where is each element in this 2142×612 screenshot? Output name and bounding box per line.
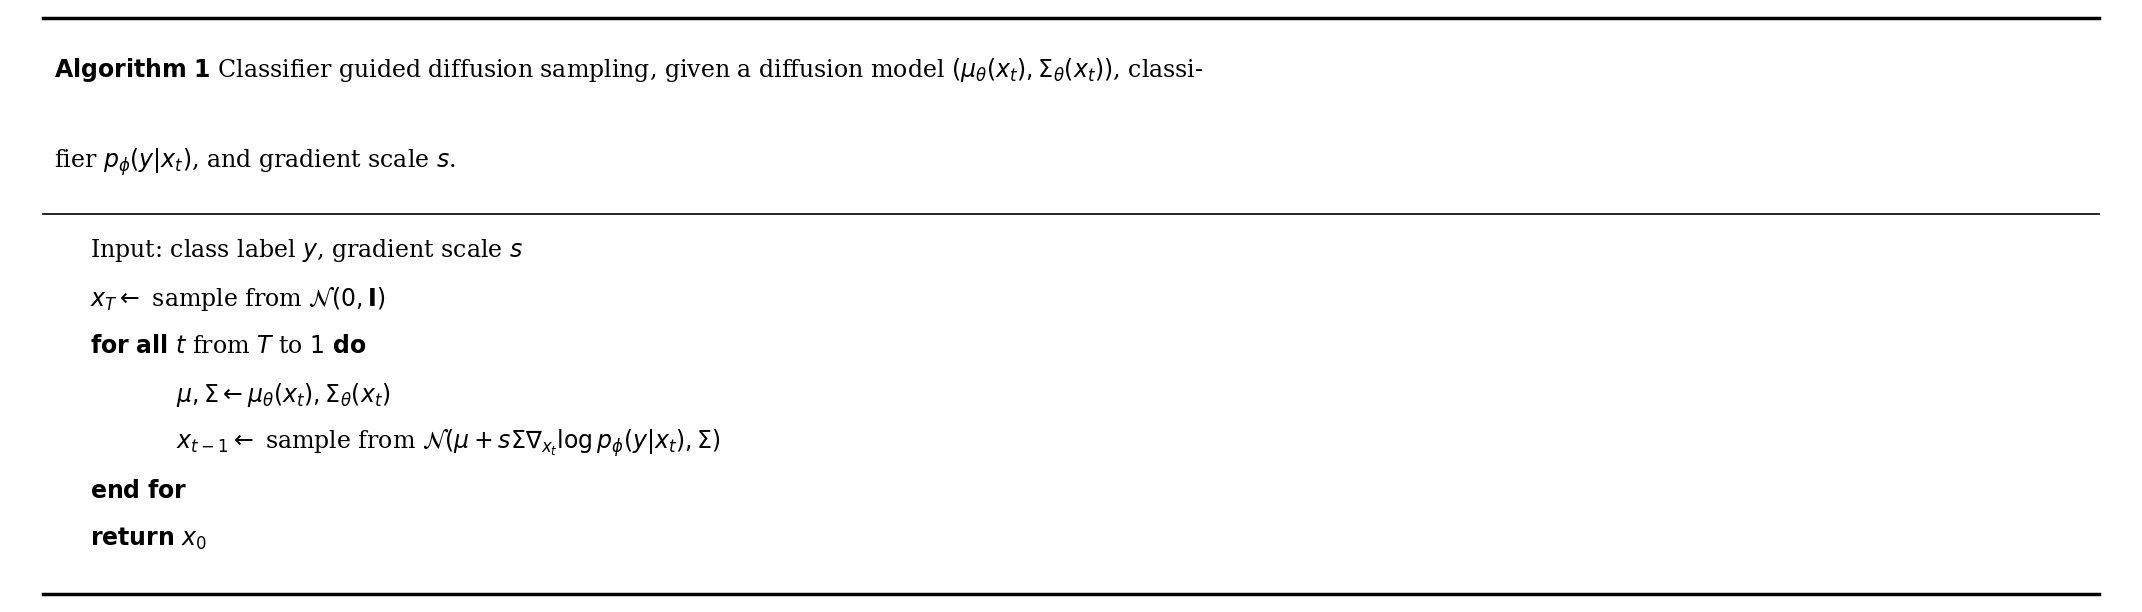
Text: Input: class label $y$, gradient scale $s$: Input: class label $y$, gradient scale $… (90, 237, 523, 264)
Text: $x_T \leftarrow$ sample from $\mathcal{N}(0, \mathbf{I})$: $x_T \leftarrow$ sample from $\mathcal{N… (90, 284, 386, 313)
Text: $\bf{for\ all}$ $t$ from $T$ to $1$ $\bf{do}$: $\bf{for\ all}$ $t$ from $T$ to $1$ $\bf… (90, 335, 366, 358)
Text: fier $p_\phi(y|x_t)$, and gradient scale $s$.: fier $p_\phi(y|x_t)$, and gradient scale… (54, 146, 456, 178)
Text: $\bf{return}$ $x_0$: $\bf{return}$ $x_0$ (90, 526, 208, 553)
Text: $x_{t-1} \leftarrow$ sample from $\mathcal{N}(\mu + s\Sigma \nabla_{x_t} \log p_: $x_{t-1} \leftarrow$ sample from $\mathc… (176, 427, 720, 460)
Text: $\mu, \Sigma \leftarrow \mu_\theta(x_t), \Sigma_\theta(x_t)$: $\mu, \Sigma \leftarrow \mu_\theta(x_t),… (176, 381, 390, 409)
Text: $\bf{end\ for}$: $\bf{end\ for}$ (90, 480, 188, 502)
Text: $\bf{Algorithm\ 1}$ Classifier guided diffusion sampling, given a diffusion mode: $\bf{Algorithm\ 1}$ Classifier guided di… (54, 56, 1204, 84)
